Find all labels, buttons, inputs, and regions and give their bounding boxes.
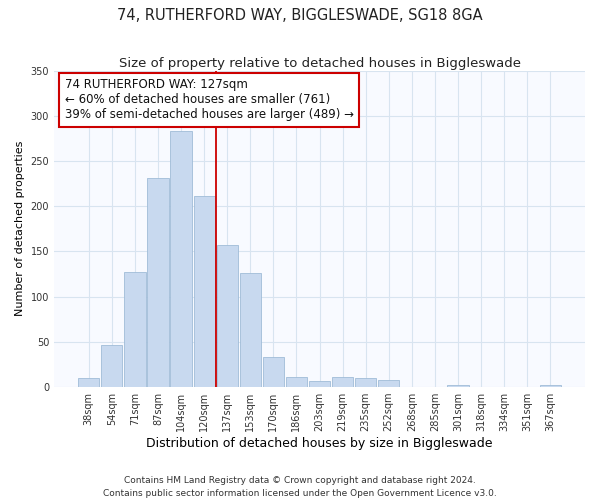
Bar [355,378,376,387]
X-axis label: Distribution of detached houses by size in Biggleswade: Distribution of detached houses by size … [146,437,493,450]
Bar [378,380,400,387]
Bar [194,196,215,387]
Bar [124,272,146,387]
Bar [448,386,469,387]
Bar [309,381,330,387]
Bar [539,386,561,387]
Bar [148,178,169,387]
Bar [101,344,122,387]
Bar [286,377,307,387]
Bar [263,357,284,387]
Bar [170,131,191,387]
Bar [332,377,353,387]
Text: Contains HM Land Registry data © Crown copyright and database right 2024.
Contai: Contains HM Land Registry data © Crown c… [103,476,497,498]
Y-axis label: Number of detached properties: Number of detached properties [15,141,25,316]
Bar [239,273,261,387]
Title: Size of property relative to detached houses in Biggleswade: Size of property relative to detached ho… [119,58,521,70]
Text: 74, RUTHERFORD WAY, BIGGLESWADE, SG18 8GA: 74, RUTHERFORD WAY, BIGGLESWADE, SG18 8G… [117,8,483,22]
Text: 74 RUTHERFORD WAY: 127sqm
← 60% of detached houses are smaller (761)
39% of semi: 74 RUTHERFORD WAY: 127sqm ← 60% of detac… [65,78,353,122]
Bar [78,378,100,387]
Bar [217,245,238,387]
